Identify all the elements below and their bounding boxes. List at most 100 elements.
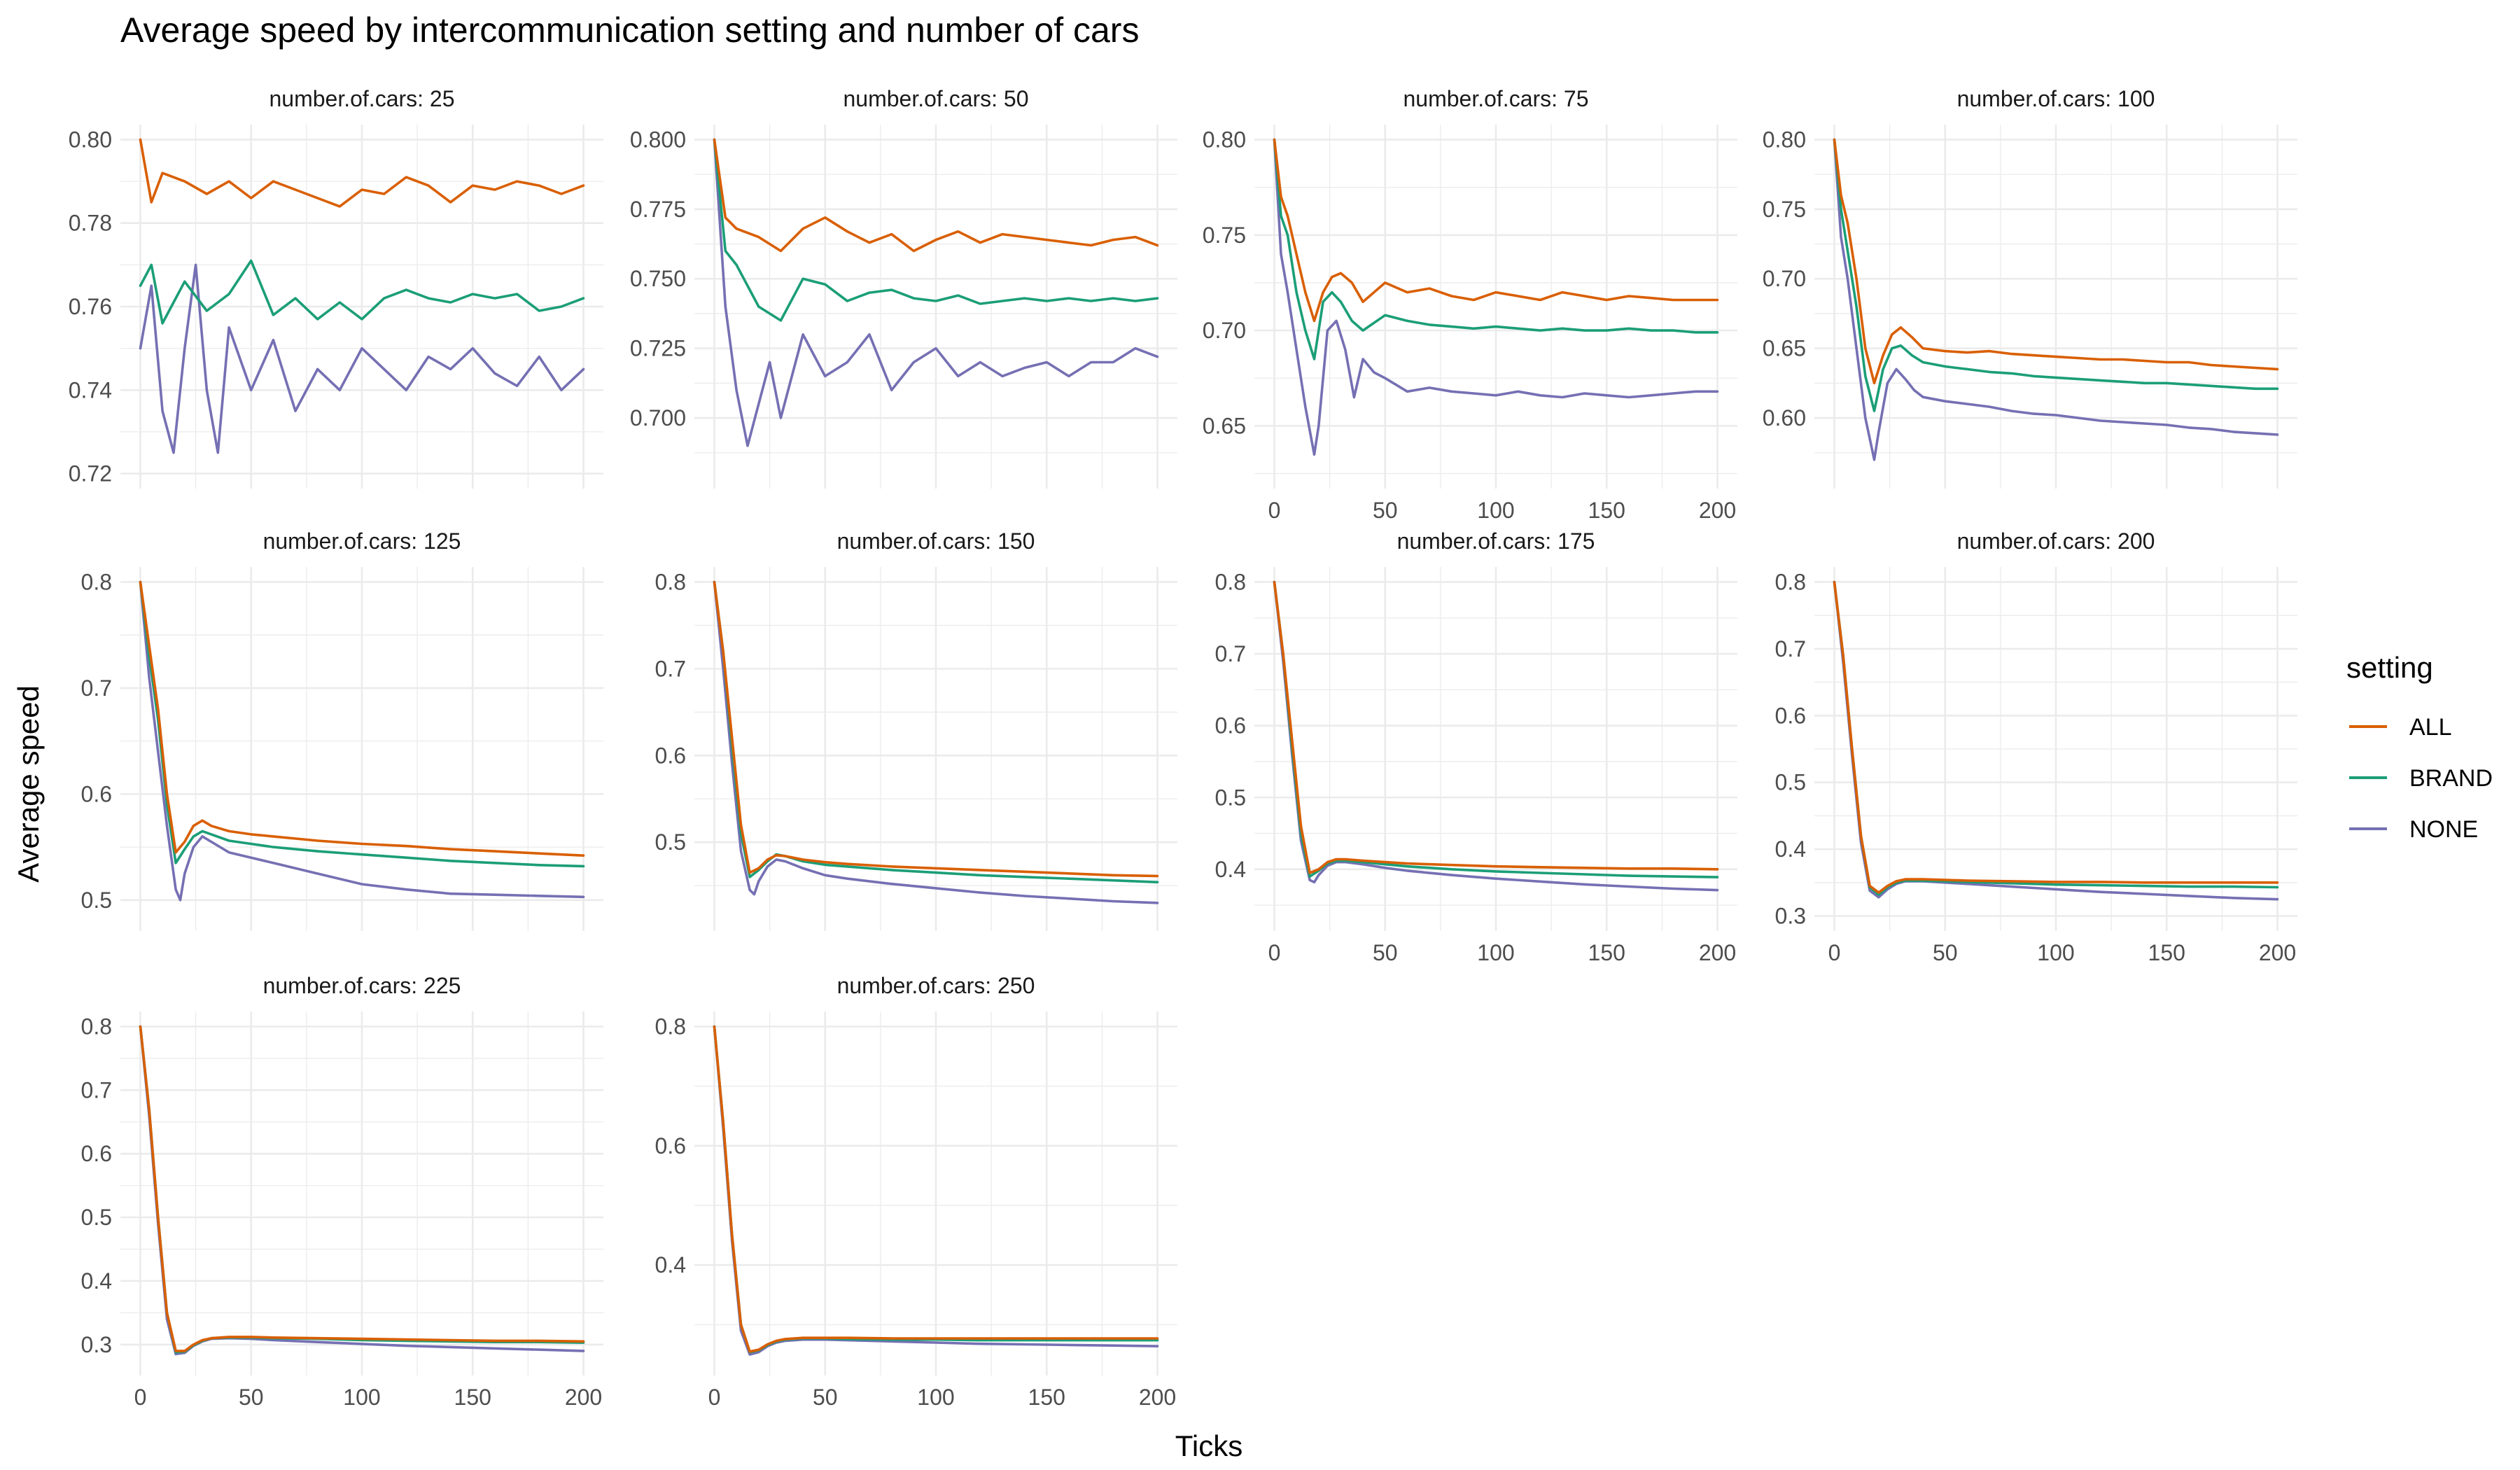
y-tick-label: 0.65 — [1763, 336, 1806, 361]
legend-label-none: NONE — [2409, 816, 2478, 843]
facet-strip-label: number.of.cars: 75 — [1403, 86, 1588, 111]
x-tick-label: 150 — [1588, 940, 1625, 965]
x-tick-label: 150 — [454, 1385, 491, 1410]
y-tick-label: 0.8 — [655, 1014, 686, 1039]
y-tick-label: 0.750 — [630, 266, 686, 291]
facet-panel: 0.700 0.725 0.750 0.775 0.800 number.of.cars:… — [630, 86, 1177, 489]
series-line-all — [139, 1025, 585, 1352]
y-tick-label: 0.7 — [1775, 636, 1806, 662]
y-tick-label: 0.80 — [1763, 127, 1806, 152]
facet-panel: 0 50 100 150 200 0.4 0.6 0.8 number.of.cars: 250 — [655, 973, 1177, 1410]
y-tick-label: 0.8 — [81, 1014, 112, 1039]
x-tick-label: 50 — [1373, 940, 1398, 965]
y-tick-label: 0.5 — [81, 888, 112, 913]
x-tick-label: 200 — [1699, 498, 1736, 523]
series-line-brand — [139, 580, 585, 868]
y-tick-label: 0.8 — [655, 569, 686, 594]
x-tick-label: 0 — [1828, 940, 1841, 965]
series-line-all — [1273, 580, 1719, 874]
x-tick-label: 50 — [1933, 940, 1958, 965]
y-tick-label: 0.8 — [1215, 569, 1246, 594]
y-tick-label: 0.7 — [1215, 641, 1246, 666]
y-tick-label: 0.6 — [81, 781, 112, 806]
y-tick-label: 0.6 — [655, 743, 686, 768]
facet-strip-label: number.of.cars: 25 — [269, 86, 454, 111]
y-tick-label: 0.74 — [69, 377, 112, 402]
series-line-all — [713, 580, 1159, 878]
y-tick-label: 0.7 — [81, 676, 112, 701]
y-tick-label: 0.6 — [1215, 713, 1246, 738]
series-line-all — [1273, 138, 1719, 323]
x-tick-label: 100 — [343, 1385, 380, 1410]
chart-title: Average speed by intercommunication sett… — [120, 10, 1139, 50]
x-tick-label: 150 — [1028, 1385, 1065, 1410]
series-line-none — [1273, 580, 1719, 892]
y-tick-label: 0.70 — [1763, 266, 1806, 291]
series-line-brand — [1833, 138, 2279, 412]
series-line-none — [139, 580, 585, 902]
series-line-brand — [1273, 138, 1719, 360]
y-tick-label: 0.80 — [69, 127, 112, 152]
y-axis-title: Average speed — [12, 685, 45, 883]
y-tick-label: 0.75 — [1203, 223, 1246, 248]
y-tick-label: 0.7 — [655, 656, 686, 681]
y-tick-label: 0.7 — [81, 1077, 112, 1102]
y-tick-label: 0.700 — [630, 405, 686, 430]
y-tick-label: 0.4 — [1775, 836, 1806, 862]
y-tick-label: 0.60 — [1763, 405, 1806, 430]
series-line-none — [139, 263, 585, 454]
y-tick-label: 0.5 — [81, 1205, 112, 1230]
x-tick-label: 200 — [565, 1385, 602, 1410]
facet-strip-label: number.of.cars: 175 — [1397, 528, 1595, 554]
facet-panel: 0.60 0.65 0.70 0.75 0.80 number.of.cars: 100 — [1763, 86, 2297, 489]
facet-strip-label: number.of.cars: 250 — [837, 973, 1035, 998]
series-line-all — [713, 1025, 1159, 1353]
x-tick-label: 100 — [1477, 940, 1514, 965]
series-line-none — [713, 138, 1159, 447]
x-tick-label: 200 — [1139, 1385, 1176, 1410]
facet-panel: 0.72 0.74 0.76 0.78 0.80 number.of.cars: 25 — [69, 86, 603, 489]
legend-title: setting — [2346, 651, 2433, 684]
x-tick-label: 100 — [917, 1385, 954, 1410]
x-tick-label: 150 — [2148, 940, 2185, 965]
series-line-all — [713, 138, 1159, 253]
y-tick-label: 0.80 — [1203, 127, 1246, 152]
x-tick-label: 50 — [813, 1385, 838, 1410]
x-axis-title: Ticks — [1175, 1429, 1242, 1462]
x-tick-label: 100 — [1477, 498, 1514, 523]
x-tick-label: 100 — [2037, 940, 2074, 965]
series-line-all — [139, 580, 585, 857]
series-line-all — [139, 138, 585, 208]
y-tick-label: 0.3 — [1775, 904, 1806, 929]
y-tick-label: 0.8 — [81, 569, 112, 594]
y-tick-label: 0.5 — [655, 830, 686, 855]
legend-label-all: ALL — [2409, 714, 2452, 741]
facet-strip-label: number.of.cars: 200 — [1957, 528, 2155, 554]
x-tick-label: 200 — [2259, 940, 2296, 965]
series-line-all — [1833, 138, 2279, 385]
facet-strip-label: number.of.cars: 150 — [837, 528, 1035, 554]
x-tick-label: 0 — [1268, 498, 1281, 523]
y-tick-label: 0.4 — [81, 1268, 112, 1294]
y-tick-label: 0.72 — [69, 461, 112, 486]
x-tick-label: 50 — [1373, 498, 1398, 523]
y-tick-label: 0.75 — [1763, 197, 1806, 222]
y-tick-label: 0.76 — [69, 294, 112, 319]
y-tick-label: 0.725 — [630, 336, 686, 361]
legend-label-brand: BRAND — [2409, 765, 2493, 792]
x-tick-label: 0 — [1268, 940, 1281, 965]
y-tick-label: 0.4 — [655, 1252, 686, 1278]
y-tick-label: 0.6 — [81, 1141, 112, 1166]
facet-panel: 0 50 100 150 200 0.4 0.5 0.6 0.7 0.8 number.of.car… — [1215, 528, 1737, 965]
facet-panel: 0 50 100 150 200 0.3 0.4 0.5 0.6 0.7 0.8 number.of.… — [81, 973, 603, 1410]
x-tick-label: 50 — [239, 1385, 264, 1410]
series-line-brand — [1273, 580, 1719, 878]
y-tick-label: 0.78 — [69, 211, 112, 236]
series-line-brand — [713, 138, 1159, 322]
facet-strip-label: number.of.cars: 225 — [263, 973, 461, 998]
y-tick-label: 0.65 — [1203, 413, 1246, 438]
x-tick-label: 200 — [1699, 940, 1736, 965]
series-line-none — [713, 580, 1159, 904]
